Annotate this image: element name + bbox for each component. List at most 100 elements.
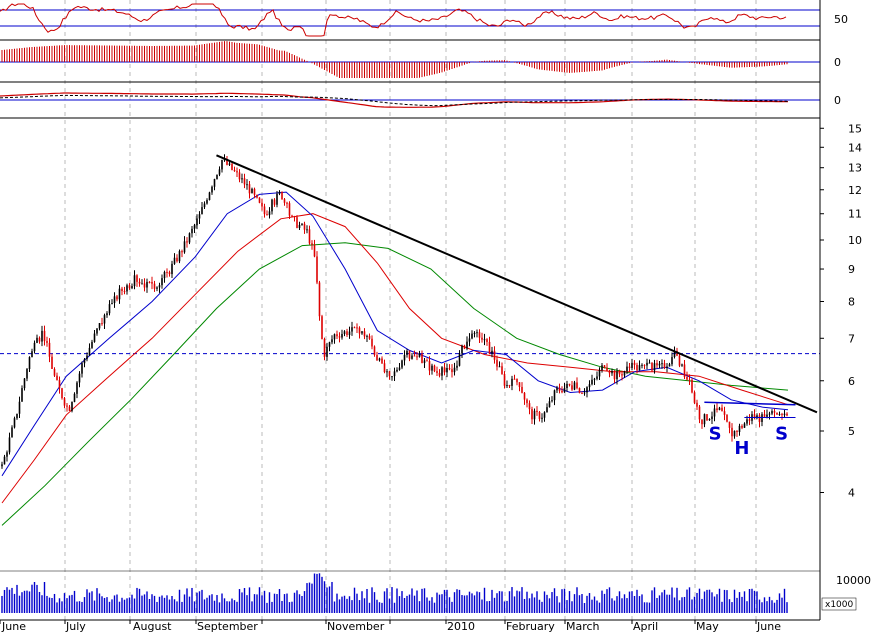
candle-body xyxy=(596,376,598,379)
candle-body xyxy=(361,331,363,334)
candle-body xyxy=(166,271,168,273)
indicator-panels: 50 0 0 xyxy=(0,3,848,119)
candle-body xyxy=(151,281,153,284)
candle-body xyxy=(131,286,133,289)
candle-body xyxy=(598,370,601,377)
candle-body xyxy=(723,411,726,415)
candle-body xyxy=(443,367,446,373)
ma-mid-line xyxy=(1,213,789,504)
candle-body xyxy=(143,283,146,288)
candle-body xyxy=(663,363,666,369)
candle-body xyxy=(96,328,98,334)
candle-body xyxy=(338,336,341,338)
candle-body xyxy=(566,383,568,389)
candle-body xyxy=(528,403,531,410)
candle-body xyxy=(481,337,483,340)
candle-body xyxy=(121,288,123,292)
candle-body xyxy=(418,353,421,358)
candle-body xyxy=(31,351,33,358)
candle-body xyxy=(648,362,651,364)
candle-body xyxy=(568,383,571,386)
candle-body xyxy=(691,379,693,393)
candle-body xyxy=(643,364,646,366)
candle-body xyxy=(428,361,431,371)
candle-body xyxy=(346,331,348,336)
candle-body xyxy=(368,335,371,339)
candle-body xyxy=(473,332,476,334)
y-tick-label: 13 xyxy=(848,162,862,175)
candle-body xyxy=(256,194,258,198)
candle-body xyxy=(553,390,556,401)
candle-body xyxy=(541,417,543,419)
macd-tick-label: 0 xyxy=(834,94,841,107)
candle-body xyxy=(128,285,131,289)
candle-body xyxy=(638,365,641,371)
candle-body xyxy=(518,382,521,387)
candle-body xyxy=(386,371,388,373)
candle-body xyxy=(18,401,21,414)
candle-body xyxy=(706,414,708,421)
y-tick-label: 5 xyxy=(848,425,855,438)
candle-body xyxy=(673,350,676,358)
candle-body xyxy=(126,285,128,292)
candle-body xyxy=(86,355,88,360)
candle-body xyxy=(736,430,738,433)
candle-body xyxy=(423,360,426,363)
candle-body xyxy=(103,315,106,324)
candle-body xyxy=(243,178,246,185)
candle-body xyxy=(781,414,783,416)
candle-body xyxy=(21,388,23,402)
candle-body xyxy=(163,271,166,279)
candle-body xyxy=(746,419,748,424)
candle-body xyxy=(383,363,386,373)
candle-body xyxy=(641,364,643,366)
candle-body xyxy=(761,414,763,422)
candle-body xyxy=(433,365,436,372)
candle-body xyxy=(686,376,688,380)
candle-body xyxy=(733,430,736,437)
candle-body xyxy=(326,346,328,357)
candle-body xyxy=(611,370,613,374)
candle-body xyxy=(263,206,266,215)
candle-body xyxy=(753,414,756,418)
candle-body xyxy=(558,387,561,391)
candle-body xyxy=(388,371,391,377)
candle-body xyxy=(323,338,326,357)
candle-body xyxy=(606,367,608,371)
candle-body xyxy=(278,191,281,194)
candle-body xyxy=(298,224,301,228)
candle-body xyxy=(501,366,503,374)
candle-body xyxy=(71,401,73,411)
candle-body xyxy=(608,370,611,374)
candle-body xyxy=(413,355,416,357)
candle-body xyxy=(451,369,453,373)
candle-body xyxy=(703,414,706,425)
candle-body xyxy=(283,199,286,203)
candle-body xyxy=(563,388,566,393)
candle-body xyxy=(46,341,48,343)
candle-body xyxy=(411,355,413,359)
candle-body xyxy=(531,409,533,420)
candle-body xyxy=(741,425,743,428)
candle-body xyxy=(43,330,46,342)
candle-body xyxy=(493,350,496,360)
candle-body xyxy=(248,184,251,194)
candle-body xyxy=(758,415,761,422)
candle-body xyxy=(406,350,408,355)
candle-body xyxy=(666,366,668,369)
candle-body xyxy=(93,333,96,342)
candle-body xyxy=(538,412,541,419)
candle-body xyxy=(546,407,548,413)
candle-body xyxy=(138,281,141,284)
candle-body xyxy=(551,400,553,402)
candle-body xyxy=(208,192,211,201)
candle-body xyxy=(13,418,16,428)
candle-body xyxy=(436,371,438,373)
candle-body xyxy=(358,327,361,334)
candle-body xyxy=(396,369,398,372)
candle-body xyxy=(251,188,253,194)
candle-body xyxy=(63,398,66,406)
candle-body xyxy=(73,393,76,402)
candle-body xyxy=(786,413,788,416)
candle-body xyxy=(193,225,196,229)
